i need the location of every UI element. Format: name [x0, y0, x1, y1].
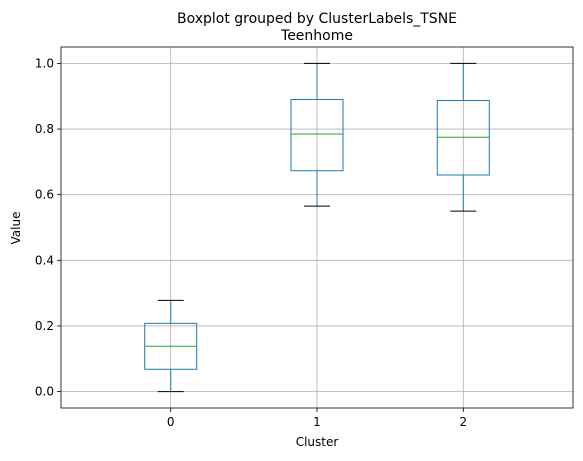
y-tick-label-4: 0.8 — [35, 122, 54, 136]
x-tick-label-1: 1 — [313, 415, 321, 429]
x-tick-label-2: 2 — [459, 415, 467, 429]
y-tick-label-2: 0.4 — [35, 253, 54, 267]
x-axis-label: Cluster — [296, 435, 339, 449]
chart-suptitle: Boxplot grouped by ClusterLabels_TSNE — [177, 11, 457, 27]
y-axis-label: Value — [9, 212, 23, 245]
y-tick-label-5: 1.0 — [35, 56, 54, 70]
y-tick-label-1: 0.2 — [35, 319, 54, 333]
grid-layer — [61, 47, 573, 408]
x-tick-label-0: 0 — [167, 415, 175, 429]
axis-layer: 0 1 2 0.0 0.2 0.4 0.6 0.8 1.0 — [35, 46, 574, 429]
box-layer — [144, 62, 490, 393]
y-tick-label-3: 0.6 — [35, 188, 54, 202]
chart-title: Teenhome — [280, 28, 353, 44]
y-tick-label-0: 0.0 — [35, 385, 54, 399]
box-1 — [290, 99, 344, 172]
